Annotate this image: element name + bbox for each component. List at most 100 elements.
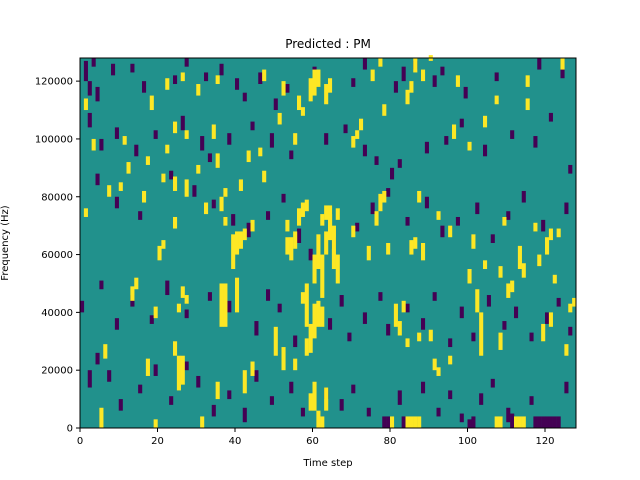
heatmap-cell-low: [471, 416, 476, 428]
heatmap-cell-low: [529, 396, 534, 405]
heatmap-cell-high: [308, 323, 313, 353]
heatmap-cell-high: [285, 237, 290, 255]
heatmap-cell-high: [293, 133, 298, 145]
heatmap-cell-high: [409, 240, 414, 255]
heatmap-cell-high: [293, 358, 298, 371]
heatmap-cell-high: [560, 58, 565, 70]
plot-area: [80, 55, 577, 428]
heatmap-cell-low: [494, 72, 499, 82]
heatmap-cell-high: [393, 303, 398, 327]
heatmap-cell-high: [494, 95, 499, 105]
heatmap-cell-high: [506, 283, 511, 298]
heatmap-cell-low: [510, 413, 515, 428]
heatmap-cell-low: [297, 228, 302, 243]
heatmap-cell-high: [312, 381, 317, 411]
heatmap-cell-high: [235, 231, 240, 255]
heatmap-cell-low: [254, 370, 259, 382]
heatmap-cell-high: [231, 234, 236, 270]
heatmap-cell-low: [99, 138, 104, 151]
heatmap-cell-low: [564, 202, 569, 215]
heatmap-cell-high: [359, 118, 364, 131]
heatmap-cell-low: [231, 214, 236, 226]
heatmap-cell-high: [467, 141, 472, 151]
heatmap-cell-high: [300, 107, 305, 116]
heatmap-cell-high: [161, 173, 166, 183]
heatmap-cell-low: [138, 211, 143, 220]
heatmap-cell-low: [401, 416, 406, 428]
heatmap-cell-low: [362, 312, 367, 324]
heatmap-cell-low: [556, 297, 561, 307]
heatmap-cell-high: [417, 332, 422, 342]
x-tick-label: 0: [77, 436, 83, 447]
heatmap-cell-low: [374, 156, 379, 165]
heatmap-cell-high: [510, 280, 515, 293]
heatmap-cell-high: [281, 347, 286, 371]
heatmap-cell-low: [351, 384, 356, 394]
heatmap-cell-high: [304, 283, 309, 327]
heatmap-cell-high: [335, 208, 340, 220]
heatmap-cell-low: [436, 407, 441, 417]
heatmap-cell-high: [514, 416, 519, 428]
heatmap-cell-low: [289, 381, 294, 394]
heatmap-cell-low: [490, 234, 495, 243]
heatmap-cell-high: [405, 338, 410, 348]
heatmap-cell-high: [215, 153, 220, 168]
heatmap-cell-low: [204, 72, 209, 82]
heatmap-cell-high: [409, 416, 414, 428]
heatmap-cell-high: [126, 162, 131, 174]
heatmap-cell-high: [180, 355, 185, 385]
heatmap-cell-high: [142, 190, 147, 203]
heatmap-cell-low: [281, 193, 286, 203]
heatmap-cell-low: [250, 121, 255, 131]
heatmap-cell-high: [541, 323, 546, 342]
heatmap-cell-high: [308, 78, 313, 102]
heatmap-cell-high: [328, 214, 333, 232]
heatmap-cell-high: [517, 245, 522, 270]
heatmap-cell-low: [564, 381, 569, 394]
heatmap-cell-low: [87, 112, 92, 128]
x-tick-label: 40: [229, 436, 242, 447]
heatmap-cell-high: [281, 81, 286, 96]
heatmap-cell-high: [196, 164, 201, 174]
heatmap-cell-high: [556, 228, 561, 238]
heatmap-cell-low: [514, 306, 519, 319]
heatmap-cell-low: [548, 416, 553, 428]
x-tick-label: 100: [458, 436, 477, 447]
heatmap-cell-low: [459, 118, 464, 128]
heatmap-cell-high: [568, 303, 573, 313]
heatmap-cell-low: [80, 300, 85, 313]
heatmap-cell-high: [134, 277, 139, 290]
heatmap-cell-low: [235, 78, 240, 90]
heatmap-cell-low: [537, 416, 542, 428]
heatmap-cell-high: [405, 416, 410, 428]
heatmap-cell-high: [118, 182, 123, 191]
heatmap-cell-high: [246, 150, 251, 163]
heatmap-cell-high: [328, 78, 333, 93]
heatmap-cell-low: [386, 416, 391, 428]
heatmap-cell-low: [95, 352, 100, 365]
heatmap-cell-high: [200, 416, 205, 428]
heatmap-cell-low: [386, 323, 391, 336]
heatmap-cell-high: [374, 211, 379, 226]
heatmap-cell-high: [157, 245, 162, 261]
heatmap-cell-high: [285, 219, 290, 232]
heatmap-cell-high: [173, 121, 178, 134]
heatmap-cell-low: [568, 326, 573, 336]
heatmap-cell-high: [180, 72, 185, 82]
heatmap-cell-high: [331, 225, 336, 270]
heatmap-cell-high: [483, 115, 488, 128]
heatmap-cell-low: [537, 58, 542, 70]
heatmap-cell-low: [471, 332, 476, 342]
heatmap-cell-low: [227, 300, 232, 313]
y-tick-label: 20000: [41, 366, 73, 377]
heatmap-cell-low: [258, 72, 263, 85]
heatmap-cell-low: [180, 115, 185, 131]
heatmap-cell-high: [409, 81, 414, 93]
heatmap-cell-low: [370, 202, 375, 215]
heatmap-cell-high: [533, 222, 538, 232]
heatmap-cell-high: [324, 231, 329, 255]
x-axis-label: Time step: [302, 458, 352, 469]
heatmap-cell-high: [196, 84, 201, 96]
heatmap-cell-low: [463, 86, 468, 99]
heatmap-cell-high: [83, 98, 88, 111]
